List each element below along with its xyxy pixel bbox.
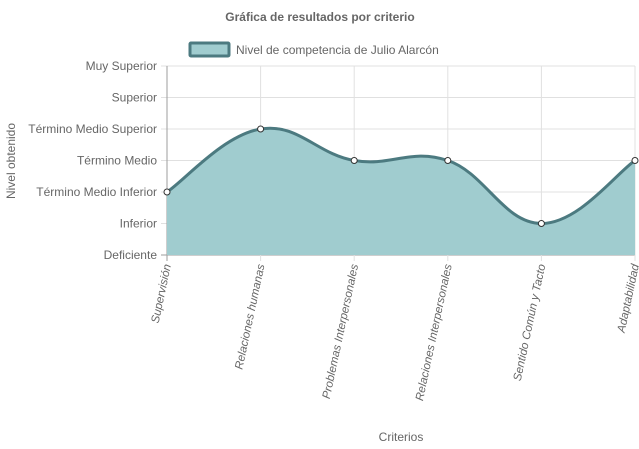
x-tick-label: Supervisión: [150, 263, 174, 324]
y-tick-label: Deficiente: [104, 248, 158, 262]
chart-title: Gráfica de resultados por criterio: [225, 10, 414, 24]
data-point[interactable]: [537, 220, 545, 227]
data-point[interactable]: [444, 157, 452, 164]
x-tick-label: Relaciones Interpersonales: [414, 263, 455, 402]
data-point[interactable]: [257, 125, 265, 133]
y-axis-label: Nivel obtenido: [4, 123, 18, 199]
data-point[interactable]: [163, 188, 171, 196]
data-point[interactable]: [631, 157, 639, 164]
y-tick-label: Término Medio Superior: [28, 122, 157, 136]
x-tick-label: Sentido Común y Tacto: [512, 263, 549, 383]
y-tick-label: Superior: [112, 91, 157, 105]
y-tick-label: Inferior: [120, 217, 157, 231]
area-series: [166, 126, 636, 255]
y-tick-label: Término Medio: [77, 154, 157, 168]
legend[interactable]: Nivel de competencia de Julio Alarcón: [188, 41, 439, 58]
legend-label: Nivel de competencia de Julio Alarcón: [236, 43, 439, 57]
series-line: [166, 126, 636, 226]
y-axis-ticks: Deficiente Inferior Término Medio Inferior…: [28, 59, 157, 262]
x-axis-label: Criterios: [379, 430, 424, 444]
x-tick-label: Relaciones humanas: [233, 263, 267, 371]
y-tick-label: Término Medio Inferior: [36, 185, 157, 199]
x-axis-ticks: Supervisión Relaciones humanas Problemas I…: [150, 263, 639, 402]
data-point[interactable]: [350, 157, 358, 164]
data-points: [163, 125, 639, 227]
x-tick-label: Problemas Interpersonales: [321, 263, 361, 400]
area-fill: [167, 128, 635, 255]
legend-swatch: [188, 41, 231, 58]
y-tick-label: Muy Superior: [86, 59, 157, 73]
x-tick-label: Adaptabilidad: [615, 263, 639, 335]
